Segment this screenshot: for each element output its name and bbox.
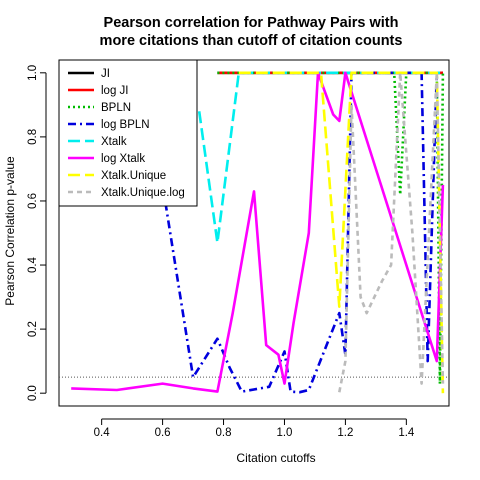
legend-box [58, 59, 198, 207]
x-axis-label: Citation cutoffs [236, 451, 315, 465]
plot-layer: 0.4 0.6 0.8 1.0 1.2 1.4 0.0 0.2 0.4 0.6 0.8 1.0 [27, 59, 450, 439]
legend-label-ji: JI [101, 68, 110, 80]
legend-label-xtalk: Xtalk [101, 136, 127, 148]
x-tick-label: 1.4 [398, 427, 415, 439]
series-line-xtalk-unique-log [338, 71, 445, 393]
plot-frame [58, 59, 450, 407]
chart-title-line-1: Pearson correlation for Pathway Pairs wi… [104, 15, 399, 31]
series-line-log-xtalk [71, 71, 445, 393]
chart-title-line-2: more citations than cutoff of citation c… [100, 33, 403, 49]
y-tick-label: 0.4 [27, 256, 39, 273]
x-tick-label: 0.4 [94, 427, 111, 439]
y-tick-label: 0.0 [27, 385, 39, 401]
y-tick-label: 0.6 [27, 193, 39, 209]
legend-label-log-ji: log JI [101, 85, 129, 97]
y-tick-label: 0.8 [27, 129, 39, 145]
x-tick-label: 1.0 [276, 427, 292, 439]
legend-label-bpln: BPLN [101, 102, 131, 114]
y-axis-label: Pearson Correlation p-value [3, 156, 17, 306]
legend-label-xtalk-unique-log: Xtalk.Unique.log [101, 187, 185, 199]
x-tick-label: 0.6 [155, 427, 171, 439]
x-tick-label: 1.2 [337, 427, 353, 439]
y-tick-label: 1.0 [27, 65, 39, 81]
series-line-xtalk-unique [238, 71, 445, 394]
y-tick-label: 0.2 [27, 321, 39, 337]
legend-label-log-bpln: log BPLN [101, 119, 150, 131]
legend: JI log JI BPLN log BPLN Xtalk log Xtalk Xtalk.… [58, 59, 198, 207]
legend-label-xtalk-unique: Xtalk.Unique [101, 170, 166, 182]
x-tick-label: 0.8 [216, 427, 232, 439]
legend-label-log-xtalk: log Xtalk [101, 153, 145, 165]
